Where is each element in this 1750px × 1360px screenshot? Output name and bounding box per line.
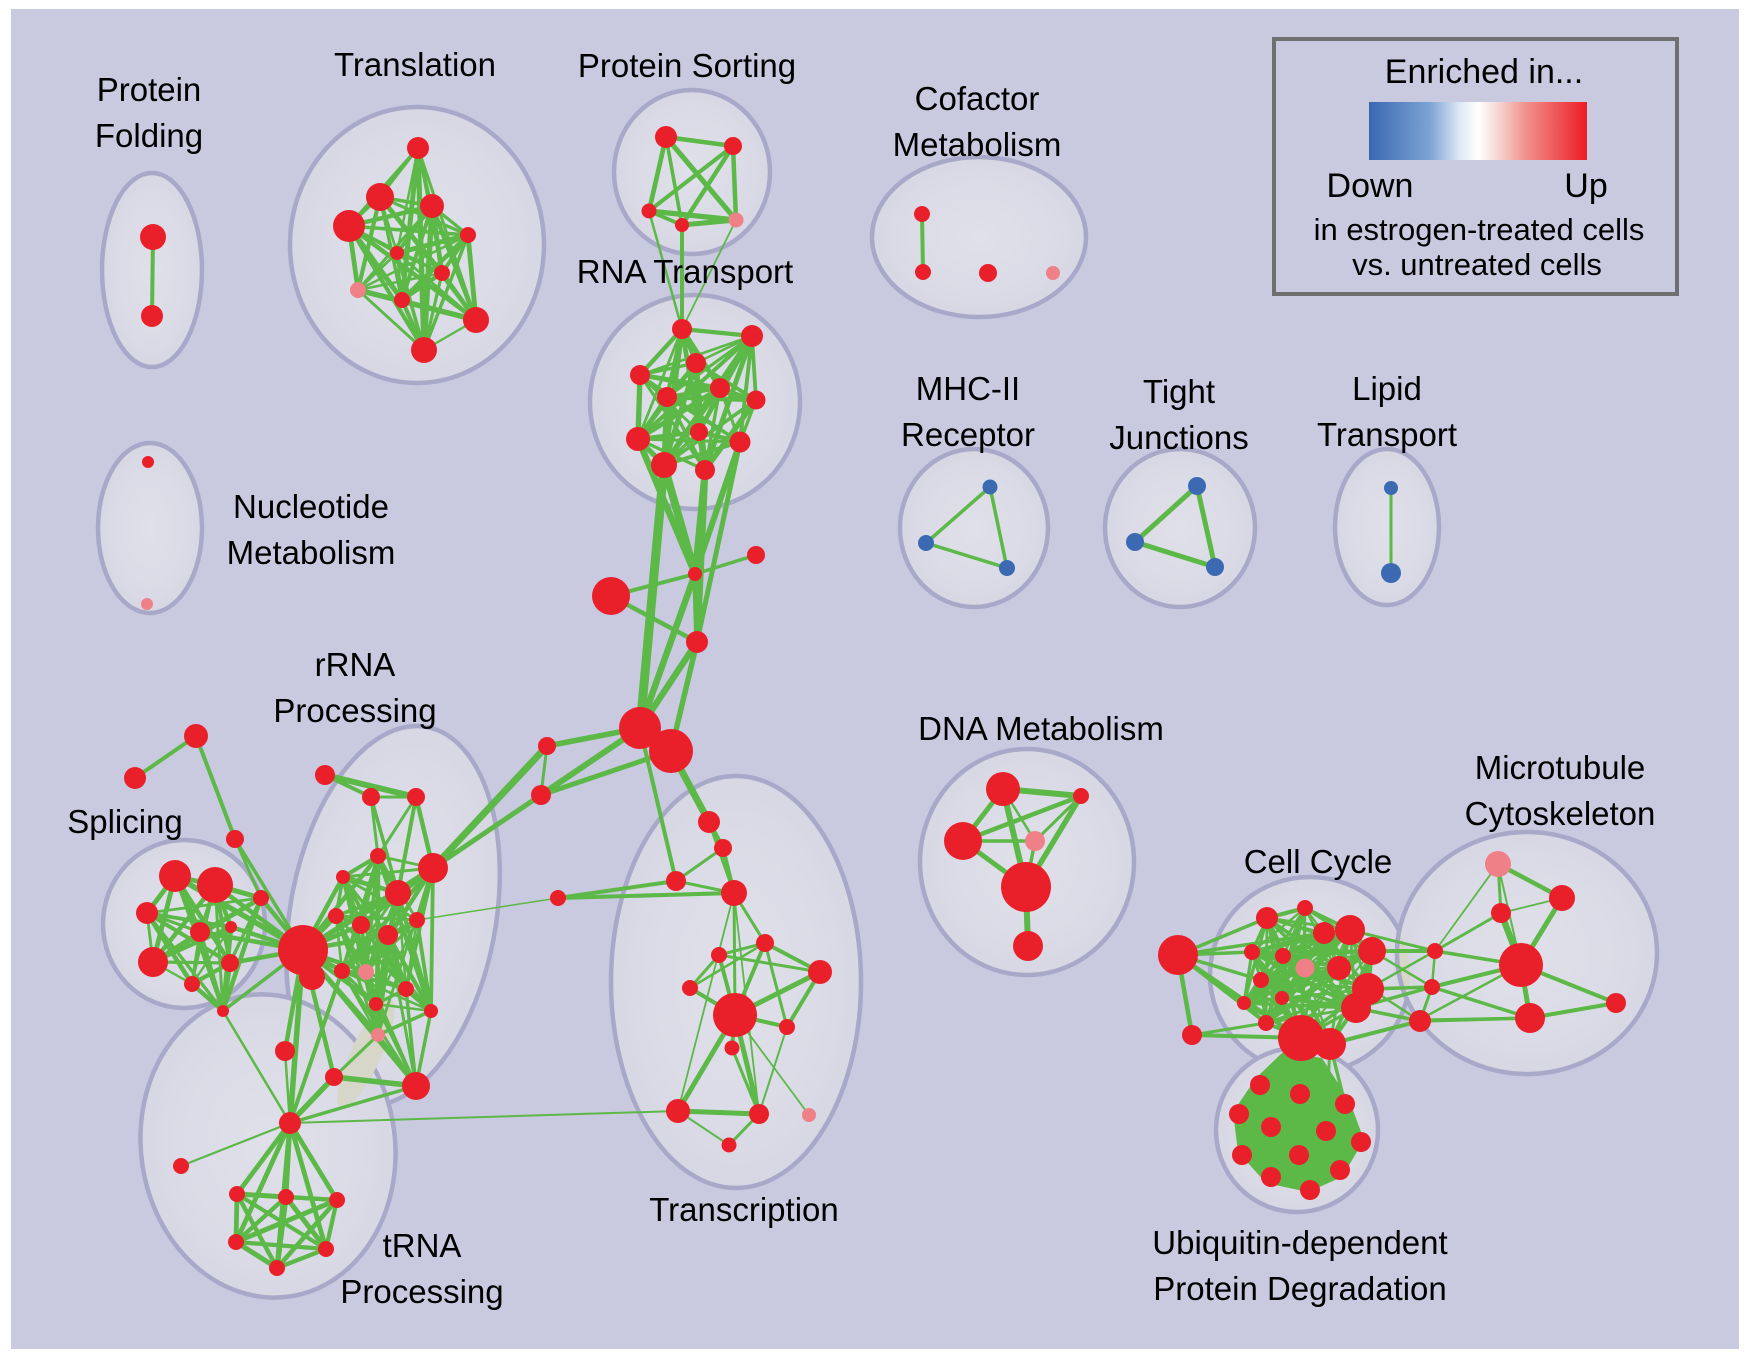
- svg-text:Metabolism: Metabolism: [893, 126, 1062, 163]
- svg-text:Nucleotide: Nucleotide: [233, 488, 389, 525]
- svg-text:Translation: Translation: [334, 46, 496, 83]
- svg-text:Down: Down: [1327, 167, 1414, 205]
- svg-text:Transcription: Transcription: [649, 1191, 839, 1228]
- svg-text:tRNA: tRNA: [383, 1227, 462, 1264]
- svg-text:Tight: Tight: [1143, 373, 1215, 410]
- svg-text:Receptor: Receptor: [901, 416, 1035, 453]
- svg-text:Processing: Processing: [273, 692, 436, 729]
- svg-text:in estrogen-treated cells: in estrogen-treated cells: [1314, 212, 1645, 247]
- svg-text:Protein: Protein: [97, 71, 202, 108]
- svg-text:Ubiquitin-dependent: Ubiquitin-dependent: [1152, 1224, 1447, 1261]
- svg-text:Cofactor: Cofactor: [915, 80, 1040, 117]
- svg-text:Enriched in...: Enriched in...: [1385, 53, 1583, 91]
- svg-text:vs. untreated cells: vs. untreated cells: [1352, 247, 1602, 282]
- svg-text:Cell Cycle: Cell Cycle: [1244, 843, 1393, 880]
- svg-text:MHC-II: MHC-II: [916, 370, 1020, 407]
- svg-text:Protein Sorting: Protein Sorting: [578, 47, 796, 84]
- svg-text:Microtubule: Microtubule: [1475, 749, 1646, 786]
- svg-text:Metabolism: Metabolism: [227, 534, 396, 571]
- svg-text:Processing: Processing: [340, 1273, 503, 1310]
- svg-text:Protein Degradation: Protein Degradation: [1153, 1270, 1447, 1307]
- svg-text:Up: Up: [1564, 167, 1607, 205]
- svg-text:Splicing: Splicing: [67, 803, 183, 840]
- svg-text:Lipid: Lipid: [1352, 370, 1422, 407]
- svg-text:Folding: Folding: [95, 117, 203, 154]
- svg-text:DNA Metabolism: DNA Metabolism: [918, 710, 1164, 747]
- svg-text:rRNA: rRNA: [315, 646, 396, 683]
- svg-text:RNA Transport: RNA Transport: [577, 253, 793, 290]
- svg-text:Junctions: Junctions: [1109, 419, 1248, 456]
- svg-text:Transport: Transport: [1317, 416, 1457, 453]
- svg-text:Cytoskeleton: Cytoskeleton: [1465, 795, 1656, 832]
